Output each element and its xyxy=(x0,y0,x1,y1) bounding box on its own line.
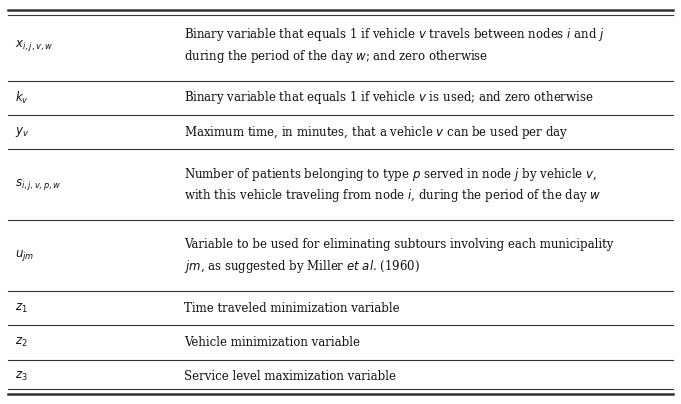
Text: Maximum time, in minutes, that a vehicle $v$ can be used per day: Maximum time, in minutes, that a vehicle… xyxy=(184,124,568,141)
Text: $s_{i,j,v,p,w}$: $s_{i,j,v,p,w}$ xyxy=(15,177,61,192)
Text: with this vehicle traveling from node $i$, during the period of the day $w$: with this vehicle traveling from node $i… xyxy=(184,187,601,204)
Text: during the period of the day $w$; and zero otherwise: during the period of the day $w$; and ze… xyxy=(184,48,488,65)
Text: Vehicle minimization variable: Vehicle minimization variable xyxy=(184,336,360,349)
Text: Time traveled minimization variable: Time traveled minimization variable xyxy=(184,301,400,315)
Text: Service level maximization variable: Service level maximization variable xyxy=(184,370,396,383)
Text: $z_{2}$: $z_{2}$ xyxy=(15,336,28,349)
Text: $z_{1}$: $z_{1}$ xyxy=(15,301,28,315)
Text: $x_{i,j,v,w}$: $x_{i,j,v,w}$ xyxy=(15,38,53,53)
Text: Binary variable that equals 1 if vehicle $v$ is used; and zero otherwise: Binary variable that equals 1 if vehicle… xyxy=(184,89,594,107)
Text: Variable to be used for eliminating subtours involving each municipality: Variable to be used for eliminating subt… xyxy=(184,238,614,251)
Text: $z_{3}$: $z_{3}$ xyxy=(15,370,28,383)
Text: $jm$, as suggested by Miller $\mathit{et\ al}$. (1960): $jm$, as suggested by Miller $\mathit{et… xyxy=(184,258,420,275)
Text: Number of patients belonging to type $p$ served in node $j$ by vehicle $v$,: Number of patients belonging to type $p$… xyxy=(184,166,597,183)
Text: Binary variable that equals 1 if vehicle $v$ travels between nodes $i$ and $j$: Binary variable that equals 1 if vehicle… xyxy=(184,26,605,43)
Text: $k_{v}$: $k_{v}$ xyxy=(15,90,29,106)
Text: $u_{jm}$: $u_{jm}$ xyxy=(15,248,34,263)
Text: $y_{v}$: $y_{v}$ xyxy=(15,125,29,139)
